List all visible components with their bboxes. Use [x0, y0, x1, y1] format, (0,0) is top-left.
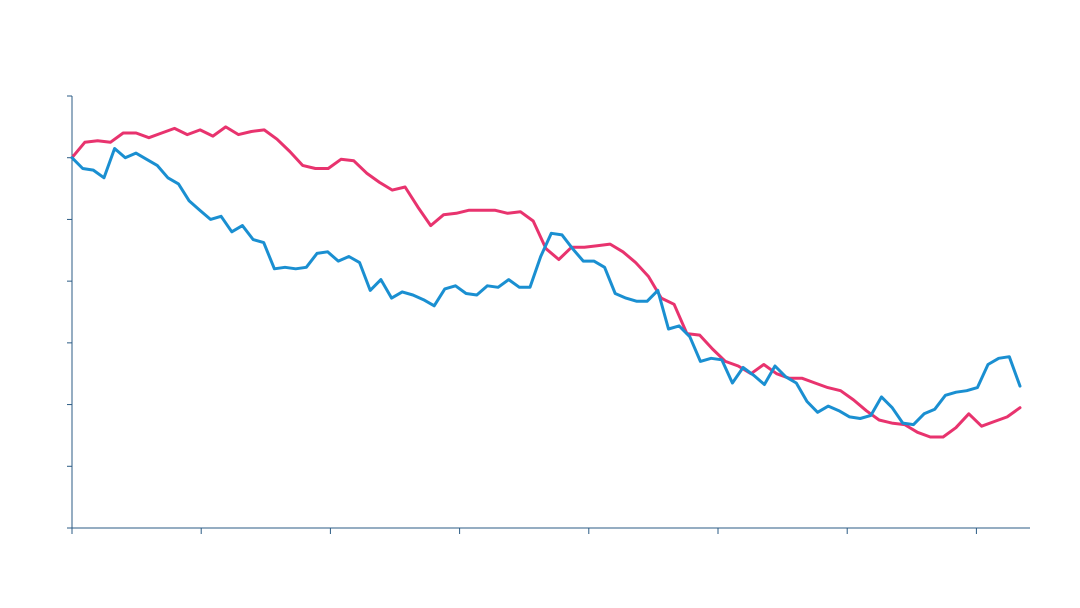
- chart-axes: [67, 95, 1030, 534]
- series-line-1: [70, 147, 1022, 427]
- chart-series-layer: [70, 125, 1022, 439]
- series-line-0: [70, 125, 1022, 439]
